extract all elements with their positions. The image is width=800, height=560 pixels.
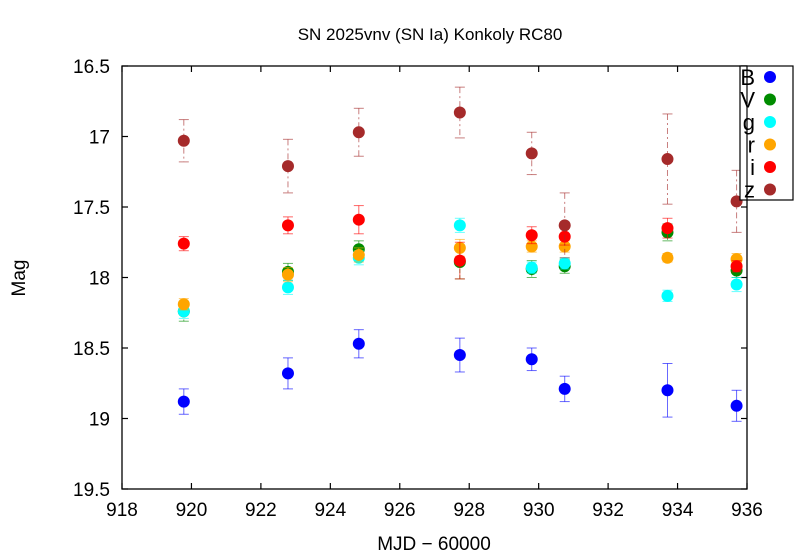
x-tick-label: 918 [106, 500, 138, 521]
data-point-B [453, 349, 466, 362]
y-tick-label: 17 [89, 128, 110, 149]
x-axis: 918 920 922 924 926 928 930 932 934 936 [106, 66, 763, 521]
x-tick-label: 924 [314, 500, 346, 521]
data-point-i [453, 254, 466, 267]
x-tick-label: 920 [176, 500, 208, 521]
data-point-i [661, 222, 674, 235]
data-point-z [661, 153, 674, 166]
y-axis-title: Mag [9, 260, 30, 297]
y-tick-label: 19 [89, 410, 110, 431]
y-tick-label: 17.5 [73, 198, 110, 219]
legend-marker-i [764, 161, 776, 173]
legend-marker-r [764, 138, 776, 151]
data-point-B [730, 399, 743, 412]
series-z [177, 86, 743, 259]
data-point-B [558, 382, 571, 395]
data-point-B [177, 395, 190, 408]
data-point-r [558, 240, 571, 253]
data-point-z [453, 106, 466, 119]
data-point-g [730, 278, 743, 291]
legend-label-z: z [744, 178, 755, 203]
data-point-g [281, 281, 294, 294]
y-tick-label: 18 [89, 269, 110, 290]
data-point-i [352, 213, 365, 226]
data-point-r [281, 268, 294, 281]
series-B [177, 329, 743, 422]
data-point-g [558, 257, 571, 270]
data-point-g [525, 261, 538, 274]
y-tick-label: 16.5 [73, 57, 110, 78]
data-point-i [281, 219, 294, 232]
x-tick-label: 930 [523, 500, 555, 521]
data-point-z [281, 160, 294, 173]
data-point-z [352, 126, 365, 139]
data-point-g [661, 289, 674, 302]
data-point-z [558, 219, 571, 232]
y-axis: 16.5 17 17.5 18 18.5 19 19.5 [73, 57, 747, 501]
x-axis-title: MJD − 60000 [377, 534, 491, 555]
data-point-r [661, 251, 674, 264]
data-point-r [177, 298, 190, 311]
legend-marker-B [764, 71, 776, 83]
y-tick-label: 18.5 [73, 339, 110, 360]
plot-area [121, 65, 748, 490]
chart-title: SN 2025vnv (SN Ia) Konkoly RC80 [298, 25, 563, 44]
data-point-i [525, 229, 538, 242]
x-tick-label: 922 [245, 500, 277, 521]
data-point-g [453, 219, 466, 232]
legend-box [739, 65, 794, 201]
legend-label-i: i [750, 155, 755, 180]
data-point-r [352, 248, 365, 261]
legend-marker-V [764, 93, 776, 106]
legend-label-r: r [748, 133, 755, 158]
data-point-B [352, 337, 365, 350]
x-tick-label: 928 [453, 500, 485, 521]
data-point-z [525, 147, 538, 160]
legend-label-V: V [740, 88, 755, 113]
data-point-i [177, 237, 190, 250]
y-tick-label: 19.5 [73, 480, 110, 501]
series-i [177, 205, 743, 280]
legend-marker-z [764, 183, 776, 196]
legend-marker-g [764, 116, 776, 128]
x-tick-label: 934 [662, 500, 694, 521]
data-point-B [281, 367, 294, 380]
legend-label-B: B [740, 65, 755, 90]
x-tick-label: 936 [731, 500, 763, 521]
legend-label-g: g [743, 110, 755, 135]
data-point-i [730, 260, 743, 273]
plot-frame [121, 65, 748, 490]
data-marks [177, 86, 743, 422]
data-point-B [661, 384, 674, 397]
data-point-B [525, 353, 538, 366]
x-tick-label: 932 [592, 500, 624, 521]
data-point-z [177, 134, 190, 147]
x-tick-label: 926 [384, 500, 416, 521]
